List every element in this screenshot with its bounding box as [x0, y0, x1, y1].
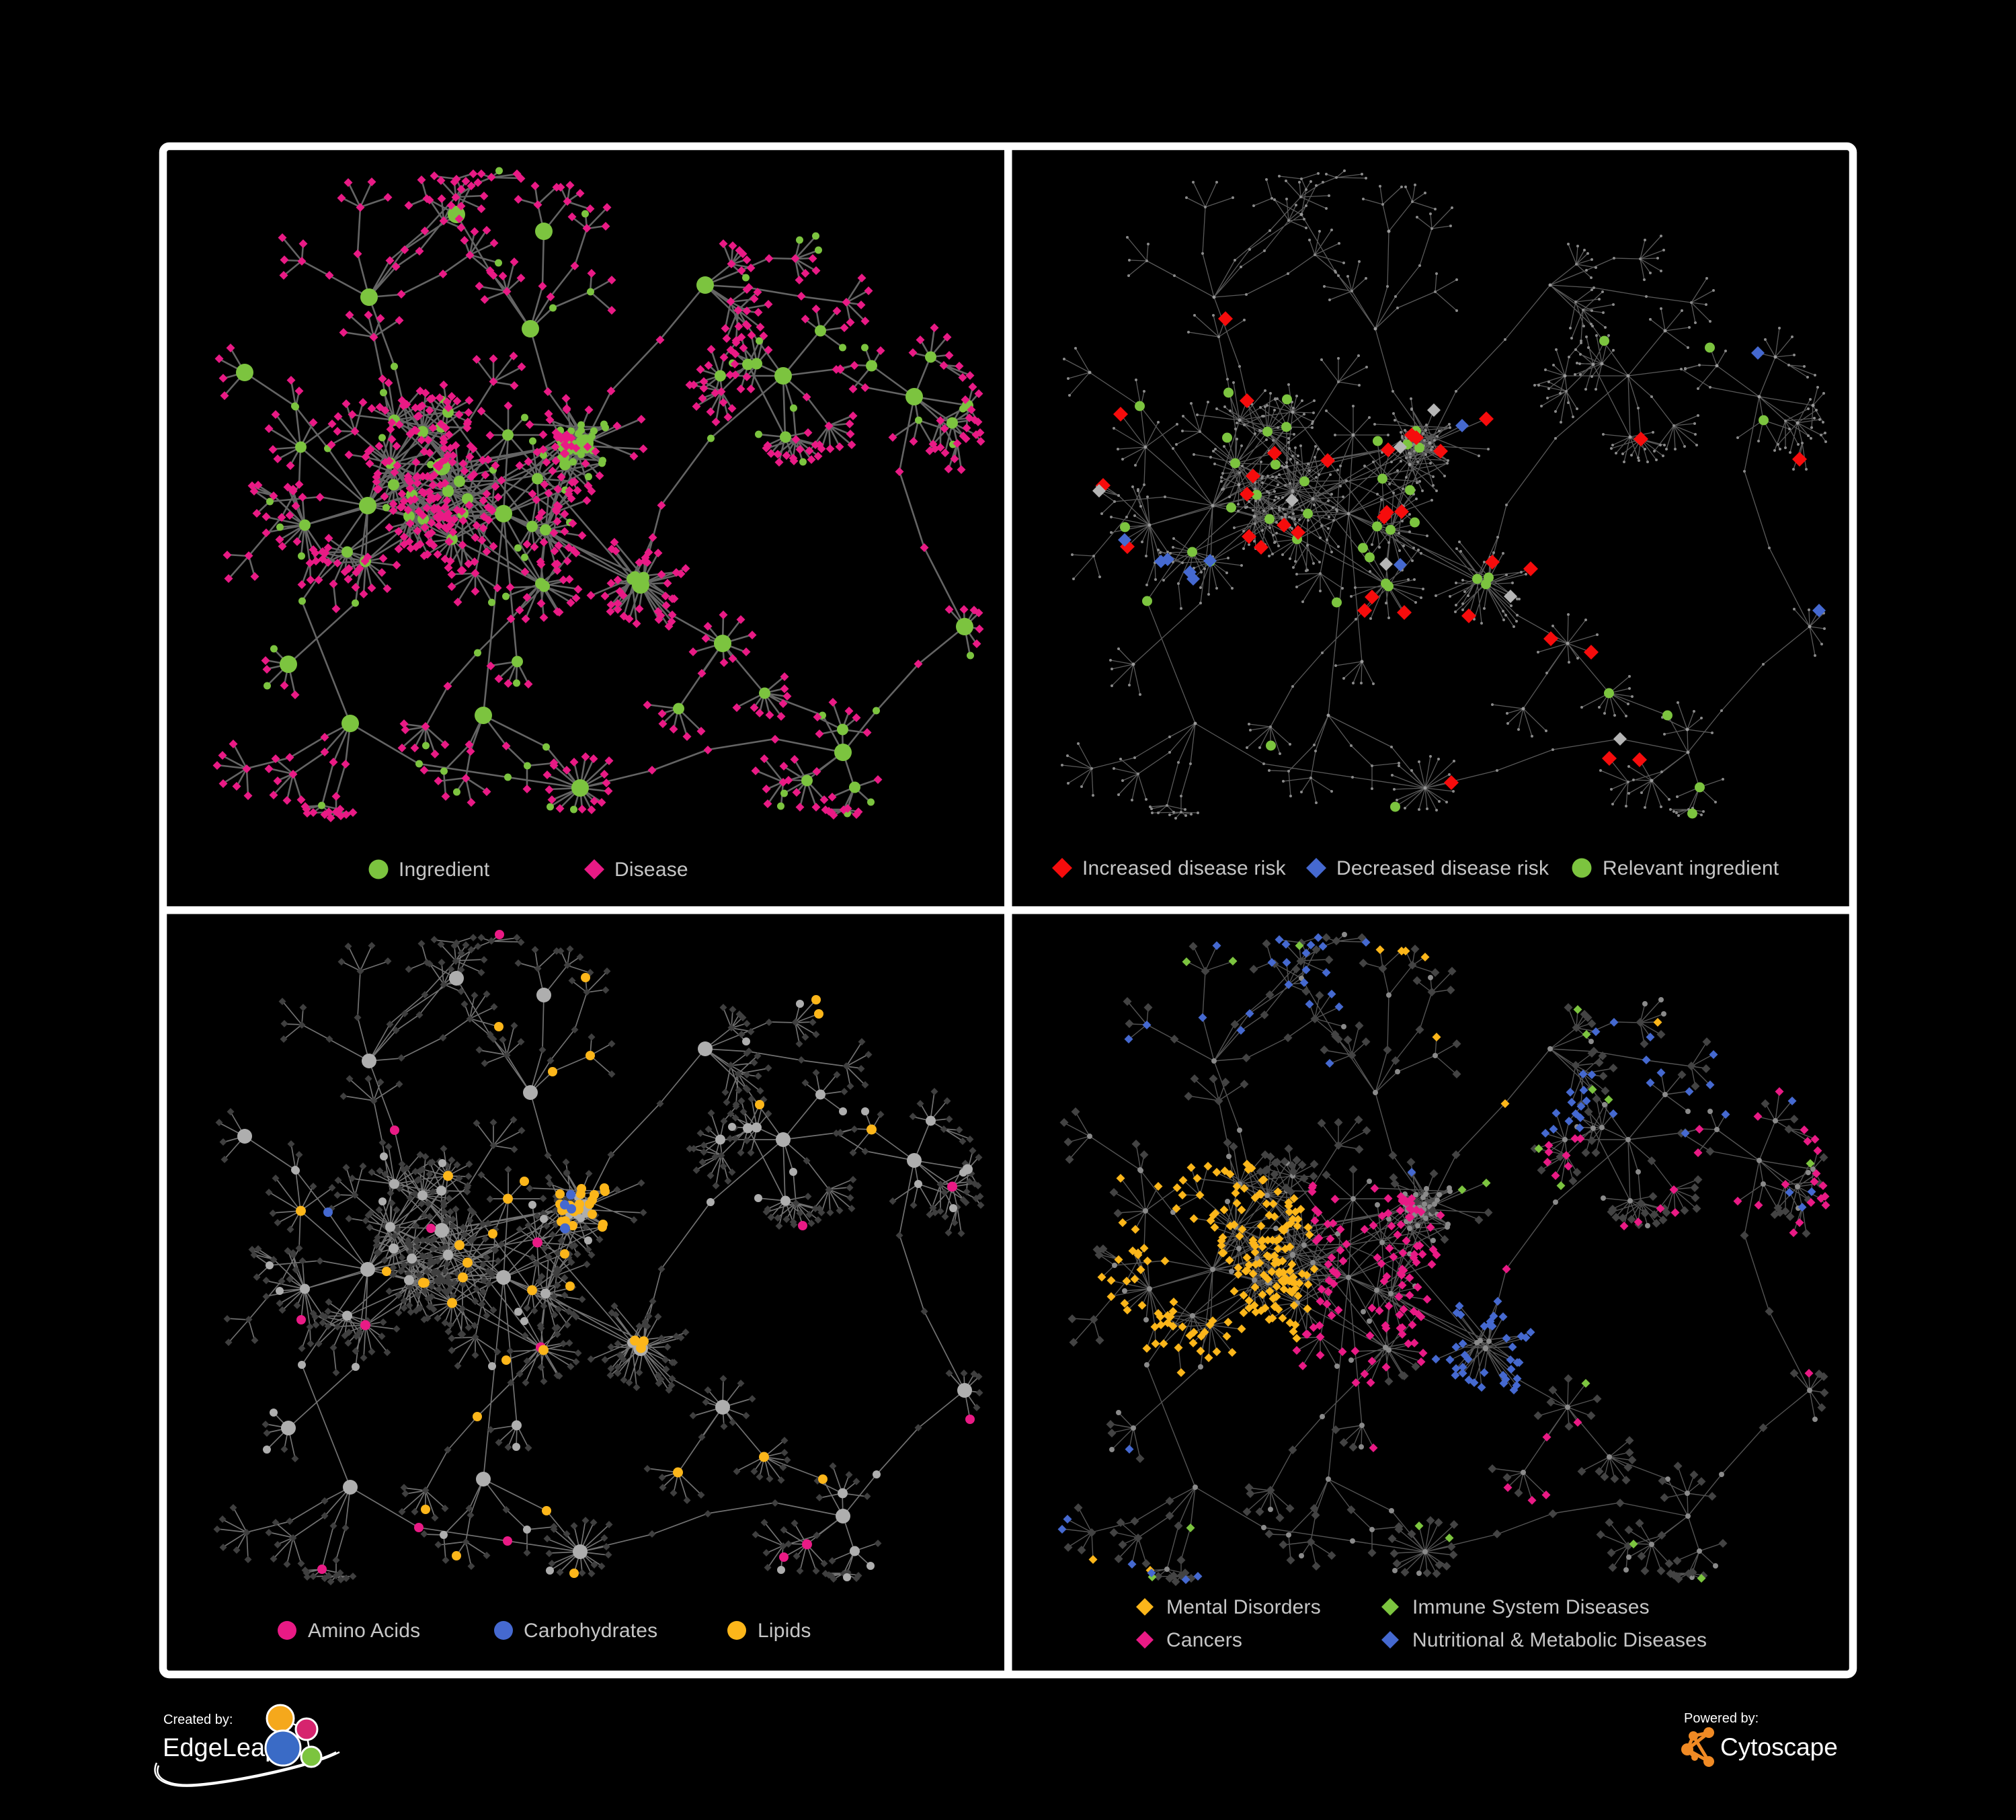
svg-text:Immune System Diseases: Immune System Diseases: [1412, 1596, 1650, 1618]
svg-text:Cancers: Cancers: [1166, 1629, 1242, 1651]
svg-text:Decreased disease risk: Decreased disease risk: [1336, 857, 1549, 879]
svg-text:Relevant ingredient: Relevant ingredient: [1603, 857, 1779, 879]
svg-text:Mental Disorders: Mental Disorders: [1166, 1596, 1321, 1618]
svg-text:Cytoscape: Cytoscape: [1720, 1733, 1838, 1761]
svg-text:Increased disease risk: Increased disease risk: [1082, 857, 1287, 879]
svg-text:EdgeLeap: EdgeLeap: [163, 1734, 279, 1762]
svg-text:Ingredient: Ingredient: [399, 859, 490, 881]
svg-text:Amino Acids: Amino Acids: [308, 1620, 420, 1642]
svg-text:Carbohydrates: Carbohydrates: [524, 1620, 657, 1642]
svg-text:Disease: Disease: [614, 859, 688, 881]
svg-text:Nutritional & Metabolic Diseas: Nutritional & Metabolic Diseases: [1412, 1629, 1707, 1651]
svg-text:Powered by:: Powered by:: [1684, 1711, 1759, 1726]
svg-text:Created by:: Created by:: [163, 1712, 233, 1727]
svg-text:Lipids: Lipids: [758, 1620, 811, 1642]
